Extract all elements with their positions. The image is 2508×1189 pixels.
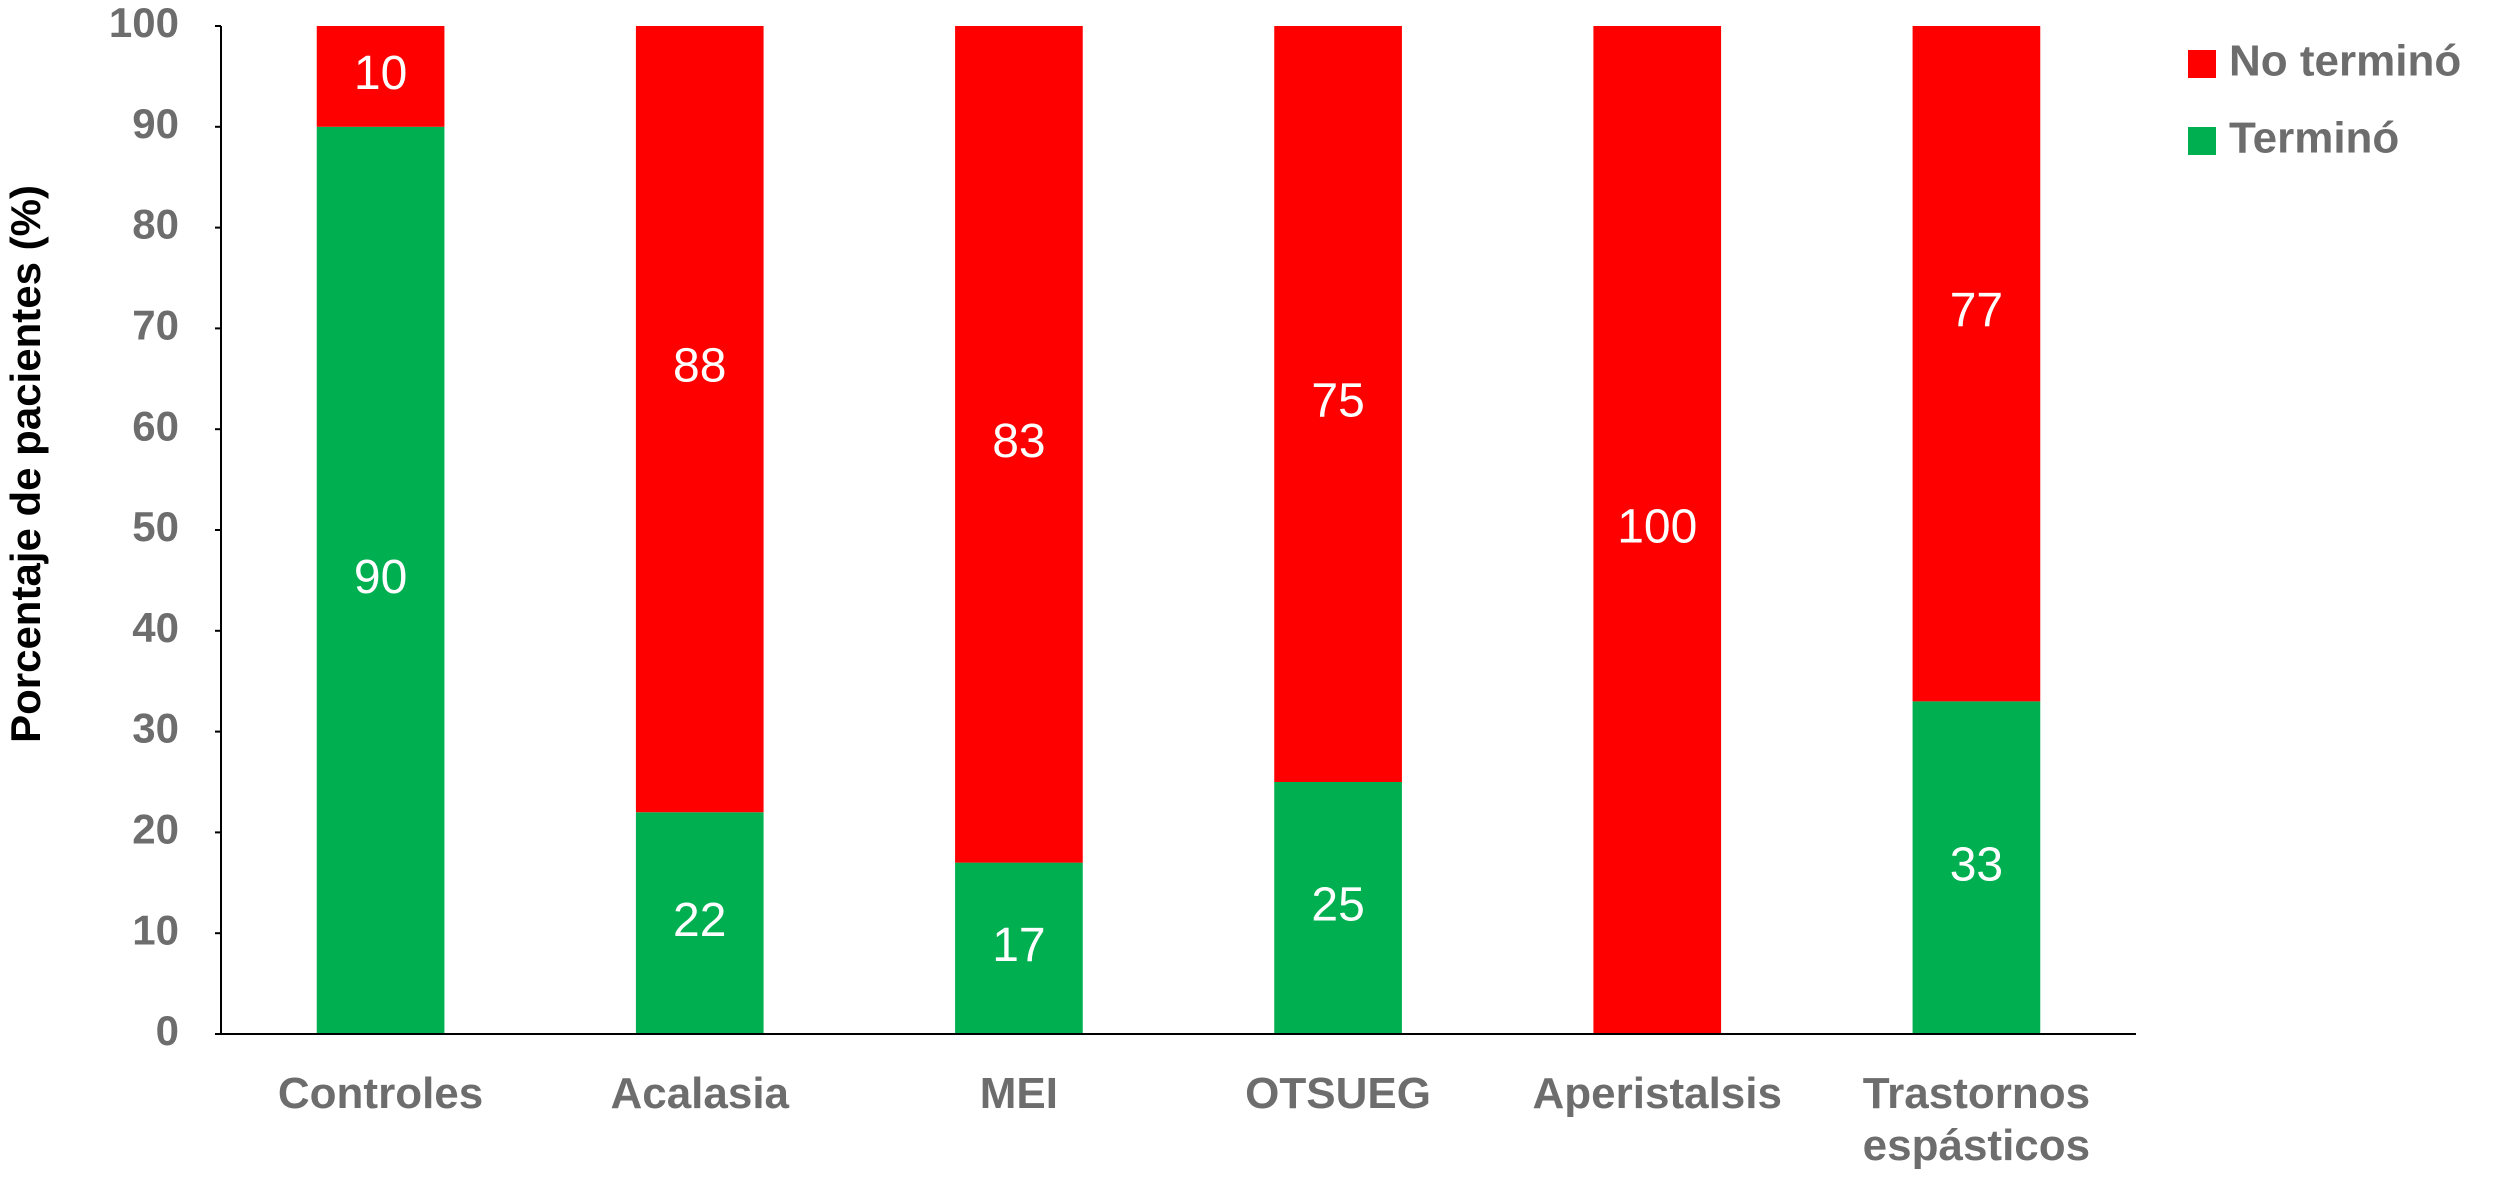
data-label: 17 [992,919,1045,972]
y-axis-title: Porcentaje de pacientes (%) [2,185,49,743]
x-tick-label: OTSUEG [1245,1069,1431,1118]
bar-segment [955,26,1083,863]
data-label: 33 [1950,838,2003,891]
data-label: 90 [354,551,407,604]
y-tick-label: 10 [132,906,179,953]
bars [316,26,2041,1034]
data-label: 100 [1617,501,1697,554]
data-label: 75 [1311,375,1364,428]
bar-segment [955,862,1083,1034]
bar-segment [1274,782,1402,1034]
y-tick-label: 80 [132,201,179,248]
data-label: 88 [673,339,726,392]
bar-segment [635,812,764,1034]
legend-label: Terminó [2229,114,2399,163]
x-tick-label: Trastornos espásticos [1862,1069,2091,1170]
y-tick-label: 60 [132,402,179,449]
legend-swatch [2188,50,2216,78]
bar-segment [635,26,764,813]
data-label: 77 [1950,284,2003,337]
y-tick-label: 20 [132,805,179,852]
y-tick-label: 70 [132,301,179,348]
y-tick-label: 40 [132,604,179,651]
data-label: 25 [1311,879,1364,932]
x-tick-label: Acalasia [610,1069,790,1118]
x-tick-label: Aperistalsis [1532,1069,1782,1118]
legend-label: No terminó [2229,37,2461,86]
bar-segment [316,26,445,127]
bar-segment [1274,26,1402,782]
y-tick-label: 30 [132,705,179,752]
y-tick-label: 0 [156,1007,179,1054]
x-tick-label: Controles [277,1069,484,1118]
data-label: 83 [992,415,1045,468]
x-tick-label: MEI [979,1069,1059,1118]
legend-swatch [2188,127,2216,155]
y-tick-label: 50 [132,503,179,550]
bar-segment [316,126,445,1034]
bar-segment [1912,26,2041,702]
bar-segment [1912,701,2041,1034]
data-label: 22 [673,894,726,947]
y-tick-label: 100 [109,0,179,46]
y-tick-label: 90 [132,100,179,147]
bar-segment [1593,26,1722,1034]
data-label: 10 [354,47,407,100]
